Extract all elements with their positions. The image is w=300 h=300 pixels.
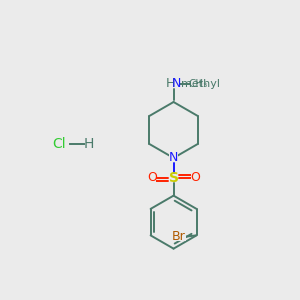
Bar [167,79,180,88]
Text: CH₃: CH₃ [188,79,208,89]
Bar [169,154,178,162]
Text: N: N [172,77,181,90]
Text: Br: Br [171,230,185,243]
Bar [171,233,186,241]
Bar [169,174,178,182]
Text: H: H [165,77,175,90]
Bar [148,174,157,182]
Text: methyl: methyl [181,79,220,89]
Bar [190,174,199,182]
Text: H: H [84,137,94,151]
Text: O: O [147,172,157,184]
Text: N: N [169,152,178,164]
Text: O: O [190,172,200,184]
Bar [192,80,204,88]
Text: Cl: Cl [52,137,66,151]
Text: S: S [169,171,178,185]
